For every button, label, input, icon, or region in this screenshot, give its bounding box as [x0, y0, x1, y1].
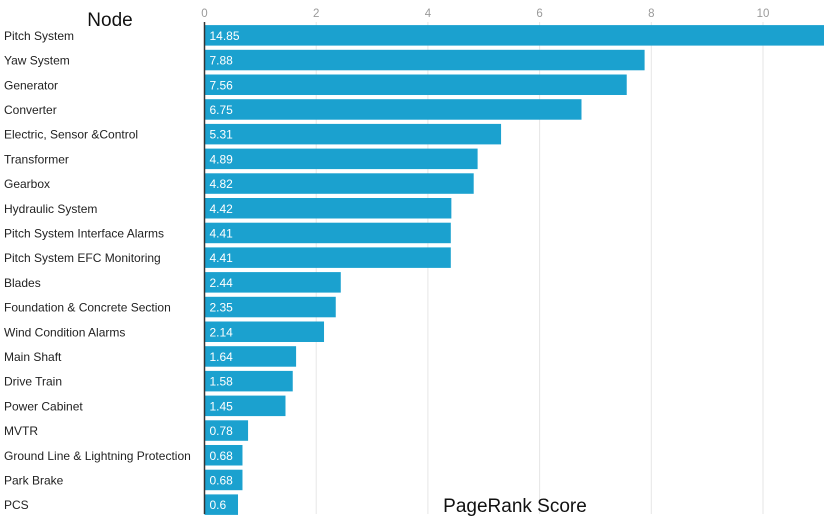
x-tick-label: 2 [313, 8, 319, 20]
category-label: Foundation & Concrete Section [4, 301, 171, 315]
category-label: Pitch System [4, 29, 74, 43]
bar [204, 346, 297, 367]
bar [204, 296, 336, 318]
bar-value-label: 14.85 [210, 29, 240, 43]
category-label: PCS [4, 498, 29, 512]
bar-value-label: 2.14 [210, 325, 234, 339]
x-tick-label: 4 [425, 8, 432, 20]
bar-value-label: 0.78 [210, 424, 234, 438]
bar [204, 321, 325, 342]
bar-value-label: 4.42 [210, 202, 234, 216]
bar [204, 395, 286, 417]
bar [204, 494, 239, 515]
bar [204, 123, 502, 145]
category-label: Gearbox [4, 177, 50, 191]
bar [204, 99, 582, 120]
bar-value-label: 5.31 [210, 128, 234, 142]
bar [204, 247, 451, 268]
chart-title: Node [87, 10, 132, 31]
bar-value-label: 0.6 [210, 498, 227, 512]
category-label: Pitch System Interface Alarms [4, 226, 164, 240]
bar [204, 148, 478, 170]
x-tick-label: 0 [201, 8, 207, 20]
category-label: Yaw System [4, 54, 70, 68]
bar [204, 469, 243, 491]
x-axis-label: PageRank Score [443, 496, 587, 517]
bar [204, 25, 824, 46]
category-label: MVTR [4, 424, 38, 438]
bar [204, 222, 451, 244]
bar [204, 173, 474, 194]
bar-value-label: 4.41 [210, 226, 234, 240]
category-label: Drive Train [4, 375, 62, 389]
category-label: Hydraulic System [4, 202, 97, 216]
bar [204, 272, 341, 293]
bar-value-label: 4.89 [210, 152, 234, 166]
bar-value-label: 2.44 [210, 276, 234, 290]
bar-value-label: 2.35 [210, 301, 234, 315]
gridlines [315, 22, 764, 514]
bars: 14.85 7.88 7.56 6.75 5.31 4.89 4.82 4.42 4.41 4.4… [204, 25, 824, 515]
bar-value-label: 0.68 [210, 473, 234, 487]
category-label: Pitch System EFC Monitoring [4, 251, 161, 265]
category-label: Wind Condition Alarms [4, 325, 125, 339]
category-label: Park Brake [4, 473, 64, 487]
bar-value-label: 1.45 [210, 399, 234, 413]
category-label: Blades [4, 276, 41, 290]
category-label: Electric, Sensor &Control [4, 128, 138, 142]
bar-value-label: 6.75 [210, 103, 234, 117]
bar-value-label: 1.58 [210, 375, 234, 389]
x-tick-label: 10 [757, 8, 770, 20]
bar [204, 420, 249, 441]
category-label: Generator [4, 78, 58, 92]
bar-value-label: 1.64 [210, 350, 234, 364]
bar [204, 198, 452, 219]
bar-value-label: 7.88 [210, 54, 234, 68]
bar [204, 370, 293, 392]
category-label: Power Cabinet [4, 399, 83, 413]
bar [204, 74, 627, 95]
bar-value-label: 0.68 [210, 449, 234, 463]
x-tick-label: 8 [648, 8, 654, 20]
category-label: Converter [4, 103, 57, 117]
bar-value-label: 7.56 [210, 78, 234, 92]
x-tick-label: 6 [536, 8, 542, 20]
bar-value-label: 4.41 [210, 251, 234, 265]
x-tick-labels: 0 2 4 6 8 10 [201, 8, 769, 20]
bar-value-label: 4.82 [210, 177, 234, 191]
category-label: Main Shaft [4, 350, 62, 364]
category-label: Transformer [4, 152, 69, 166]
bar [204, 49, 645, 71]
category-label: Ground Line & Lightning Protection [4, 449, 191, 463]
category-labels: Pitch System Yaw System Generator Converter… [4, 29, 191, 512]
bar [204, 445, 243, 466]
